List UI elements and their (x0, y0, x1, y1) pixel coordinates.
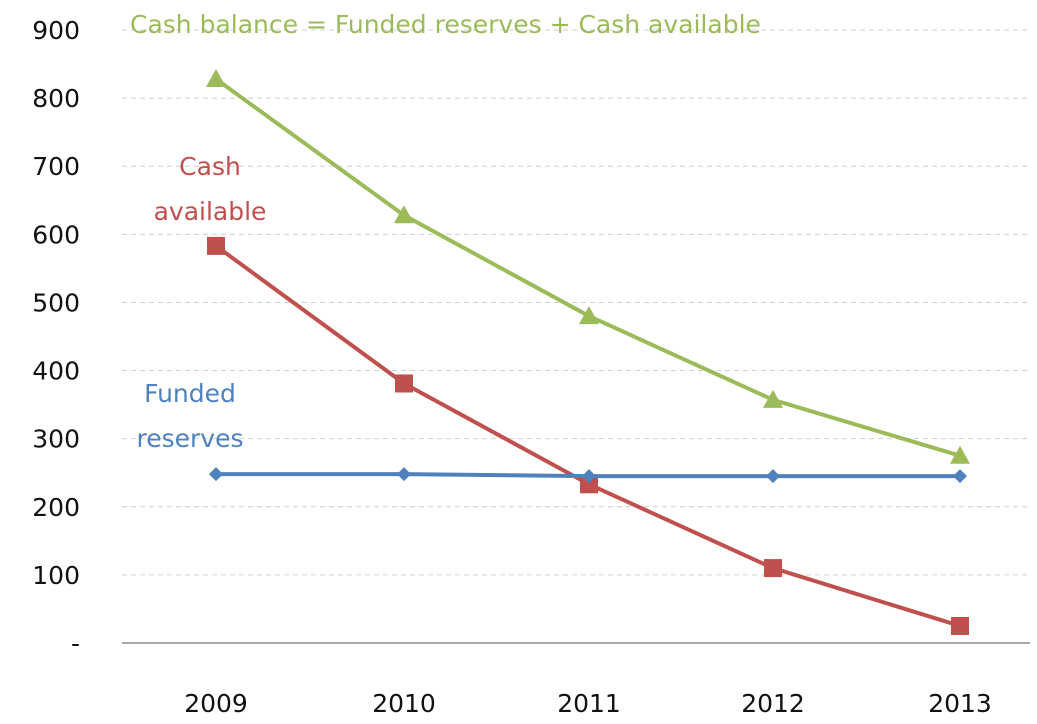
x-tick-label: 2009 (184, 689, 248, 718)
x-tick-label: 2012 (741, 689, 805, 718)
series-label-funded_reserves: Funded (144, 379, 236, 408)
series-cash_available (207, 236, 969, 635)
x-tick-label: 2010 (372, 689, 436, 718)
y-tick-label: 900 (32, 16, 80, 45)
x-tick-label: 2013 (928, 689, 992, 718)
x-tick-label: 2011 (557, 689, 621, 718)
data-point (579, 306, 599, 325)
data-point (209, 467, 223, 482)
y-tick-label: 300 (32, 425, 80, 454)
y-tick-label: 600 (32, 220, 80, 249)
gridlines (122, 29, 1030, 576)
data-point (580, 475, 598, 494)
y-tick-label: 700 (32, 152, 80, 181)
axes: - 100 200 300 400 500 600 700 800 900 2009 2010 2011… (32, 16, 1030, 718)
data-point (206, 69, 226, 88)
series-label-cash_balance: Cash balance = Funded reserves + Cash av… (130, 10, 761, 39)
data-point (582, 469, 596, 484)
y-tick-label: 400 (32, 357, 80, 386)
data-point (207, 236, 225, 255)
y-tick-label: 200 (32, 493, 80, 522)
data-point (766, 469, 780, 484)
data-point (764, 559, 782, 578)
series-label-funded_reserves: reserves (137, 424, 244, 453)
series-line-cash_available (214, 244, 961, 628)
series-lines (206, 69, 970, 635)
series-labels: Cash balance = Funded reserves + Cash av… (130, 10, 761, 453)
data-point (951, 616, 969, 635)
y-tick-label: 100 (32, 561, 80, 590)
series-cash_balance (206, 69, 970, 464)
series-label-cash_available: available (154, 197, 267, 226)
y-tick-label: 500 (32, 288, 80, 317)
series-line-cash_balance (214, 77, 961, 458)
data-point (394, 205, 414, 224)
y-tick-label: - (71, 629, 80, 658)
y-tick-label: 800 (32, 84, 80, 113)
series-funded_reserves (209, 467, 967, 484)
data-point (950, 445, 970, 464)
data-point (953, 469, 967, 484)
data-point (395, 374, 413, 393)
data-point (397, 467, 411, 482)
series-label-cash_available: Cash (179, 152, 241, 181)
data-point (763, 389, 783, 408)
